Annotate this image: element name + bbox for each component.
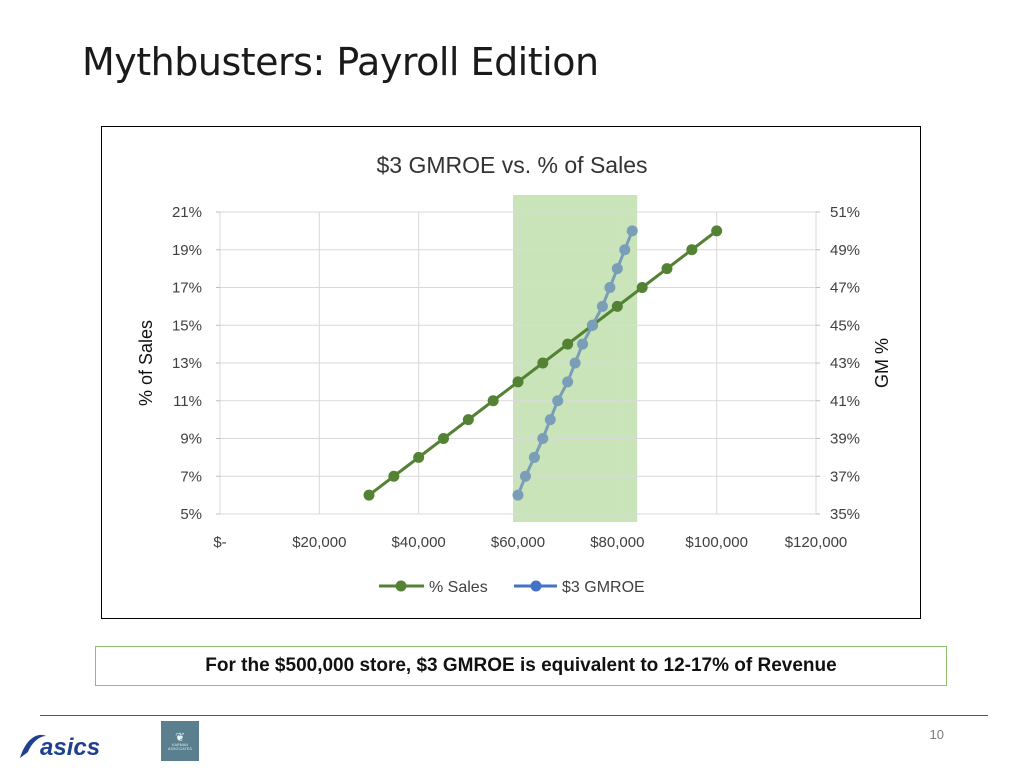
series-point-1	[528, 451, 540, 463]
legend-marker-gmroe	[530, 580, 542, 592]
series-point-0	[512, 376, 524, 388]
y-right-tick-label: 43%	[830, 355, 860, 372]
series-point-0	[462, 414, 474, 426]
series-point-0	[636, 282, 648, 293]
y-axis-label-left: % of Sales	[136, 320, 156, 406]
asics-stripe-icon	[20, 734, 46, 758]
series-point-1	[552, 395, 564, 407]
legend-label-gmroe: $3 GMROE	[562, 579, 645, 596]
series-point-1	[512, 489, 524, 501]
y-right-tick-label: 41%	[830, 393, 860, 410]
y-left-tick-label: 19%	[172, 242, 202, 259]
y-right-tick-label: 49%	[830, 242, 860, 259]
y-left-tick-label: 7%	[180, 468, 202, 485]
series-point-1	[569, 357, 581, 369]
series-point-1	[626, 225, 638, 237]
series-point-1	[544, 414, 556, 426]
x-tick-label: $-	[213, 534, 226, 551]
y-left-tick-label: 21%	[172, 204, 202, 221]
slide-title: Mythbusters: Payroll Edition	[82, 40, 599, 84]
series-point-0	[363, 489, 375, 501]
footer-divider	[40, 715, 988, 716]
series-point-1	[577, 338, 589, 350]
y-left-tick-label: 17%	[172, 280, 202, 297]
tree-icon: ❦	[174, 730, 186, 744]
partner-logo-text: KARMAN ASSOCIATES	[167, 743, 193, 751]
series-point-1	[519, 470, 531, 482]
series-point-1	[619, 244, 631, 256]
x-tick-label: $20,000	[292, 534, 346, 551]
x-tick-label: $100,000	[685, 534, 748, 551]
y-right-tick-label: 35%	[830, 506, 860, 523]
series-point-0	[711, 225, 723, 237]
series-point-1	[611, 263, 623, 275]
series-point-1	[596, 300, 608, 312]
x-tick-label: $40,000	[392, 534, 446, 551]
series-point-0	[413, 451, 425, 463]
asics-logo: asics	[20, 734, 100, 761]
y-left-tick-label: 15%	[172, 317, 202, 334]
y-left-tick-label: 9%	[180, 431, 202, 448]
series-point-0	[537, 357, 549, 369]
y-right-tick-label: 51%	[830, 204, 860, 221]
y-right-tick-label: 47%	[830, 280, 860, 297]
series-point-0	[388, 470, 400, 482]
x-tick-label: $80,000	[590, 534, 644, 551]
series-point-1	[562, 376, 574, 388]
page-number: 10	[929, 727, 944, 742]
y-right-tick-label: 39%	[830, 431, 860, 448]
series-point-1	[537, 433, 549, 444]
series-point-0	[661, 263, 673, 275]
y-right-tick-label: 45%	[830, 317, 860, 334]
series-point-1	[604, 282, 616, 293]
series-point-1	[587, 319, 598, 331]
series-point-0	[562, 338, 574, 350]
series-point-0	[686, 244, 698, 256]
y-left-tick-label: 11%	[173, 393, 202, 410]
series-point-0	[438, 433, 449, 444]
x-tick-label: $120,000	[785, 534, 848, 551]
y-left-tick-label: 13%	[172, 355, 202, 372]
asics-wordmark: asics	[40, 734, 100, 761]
callout-text: For the $500,000 store, $3 GMROE is equi…	[205, 655, 837, 676]
series-point-0	[487, 395, 499, 407]
legend-marker-sales	[395, 580, 407, 592]
legend-label-sales: % Sales	[429, 579, 488, 596]
chart-title: $3 GMROE vs. % of Sales	[377, 152, 648, 178]
y-axis-label-right: GM %	[872, 338, 892, 388]
gmroe-vs-sales-chart: 5% 7% 9% 11% 13% 15% 17% 19% 21% 35% 37% 39% 41% 43% 4…	[136, 152, 892, 596]
partner-logo: ❦ KARMAN ASSOCIATES	[161, 721, 199, 761]
callout-box: For the $500,000 store, $3 GMROE is equi…	[95, 646, 947, 686]
y-left-tick-label: 5%	[180, 506, 202, 523]
chart-container: 5% 7% 9% 11% 13% 15% 17% 19% 21% 35% 37% 39% 41% 43% 4…	[101, 126, 921, 619]
y-right-tick-label: 37%	[830, 468, 860, 485]
series-point-0	[611, 300, 623, 312]
x-tick-label: $60,000	[491, 534, 545, 551]
